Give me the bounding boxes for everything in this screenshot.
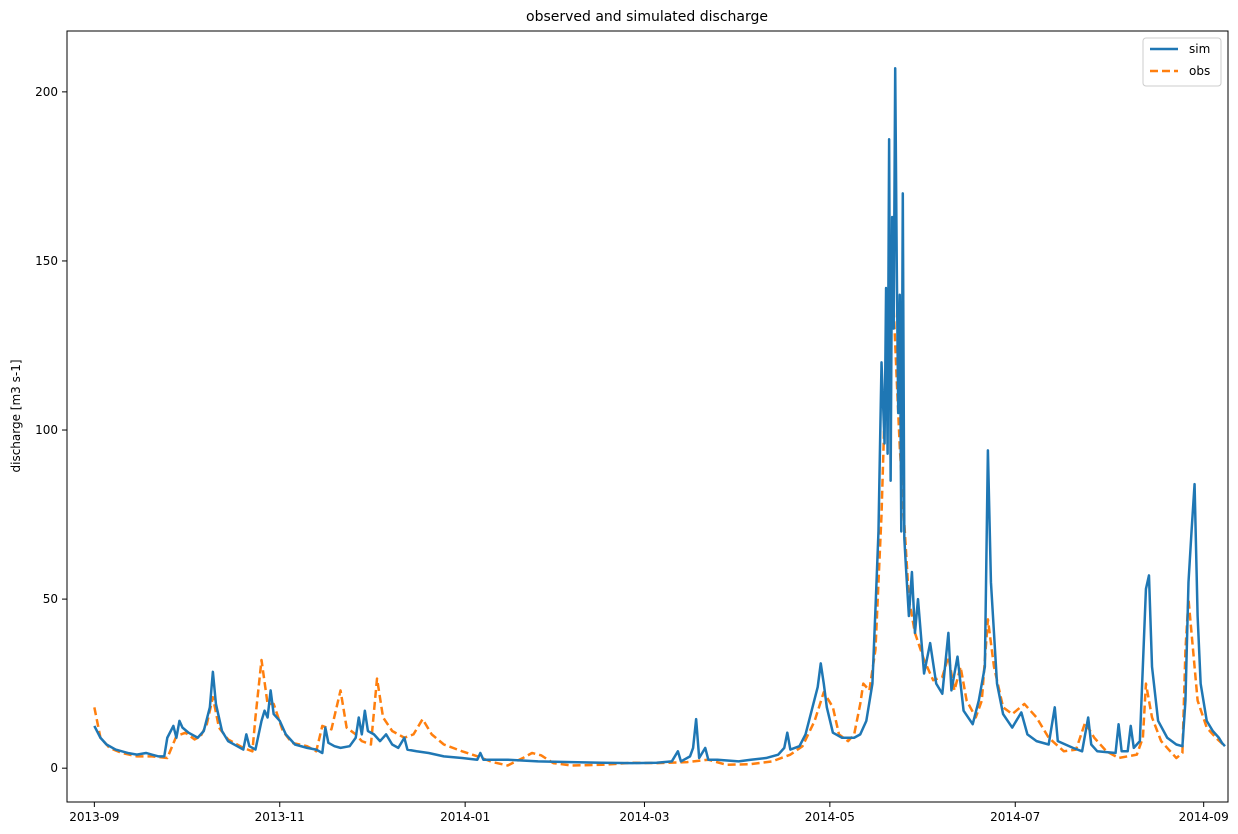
x-tick-label: 2013-09 bbox=[69, 810, 119, 824]
y-tick-label: 200 bbox=[35, 85, 58, 99]
x-tick-label: 2014-05 bbox=[805, 810, 855, 824]
legend-label-obs: obs bbox=[1189, 64, 1210, 78]
x-tick-label: 2014-03 bbox=[619, 810, 669, 824]
plot-frame bbox=[66, 30, 1229, 803]
y-tick-label: 0 bbox=[50, 761, 58, 775]
x-tick-label: 2014-01 bbox=[440, 810, 490, 824]
x-tick-label: 2014-07 bbox=[990, 810, 1040, 824]
series-layer bbox=[93, 66, 1226, 767]
plot-area bbox=[67, 31, 1228, 802]
y-tick-label: 100 bbox=[35, 423, 58, 437]
x-axis: 2013-09 2013-11 2014-01 2014-03 2014-05 2014-… bbox=[69, 802, 1229, 824]
y-tick-label: 50 bbox=[43, 592, 58, 606]
series-line-sim bbox=[93, 66, 1226, 765]
y-tick-label: 150 bbox=[35, 254, 58, 268]
y-axis: 0 50 100 150 200 bbox=[35, 85, 67, 775]
chart-title: observed and simulated discharge bbox=[526, 9, 768, 25]
legend: sim obs bbox=[1142, 37, 1222, 87]
y-axis-label: discharge [m3 s-1] bbox=[9, 359, 23, 472]
x-tick-label: 2014-09 bbox=[1179, 810, 1229, 824]
legend-label-sim: sim bbox=[1189, 42, 1210, 56]
x-tick-label: 2013-11 bbox=[255, 810, 305, 824]
